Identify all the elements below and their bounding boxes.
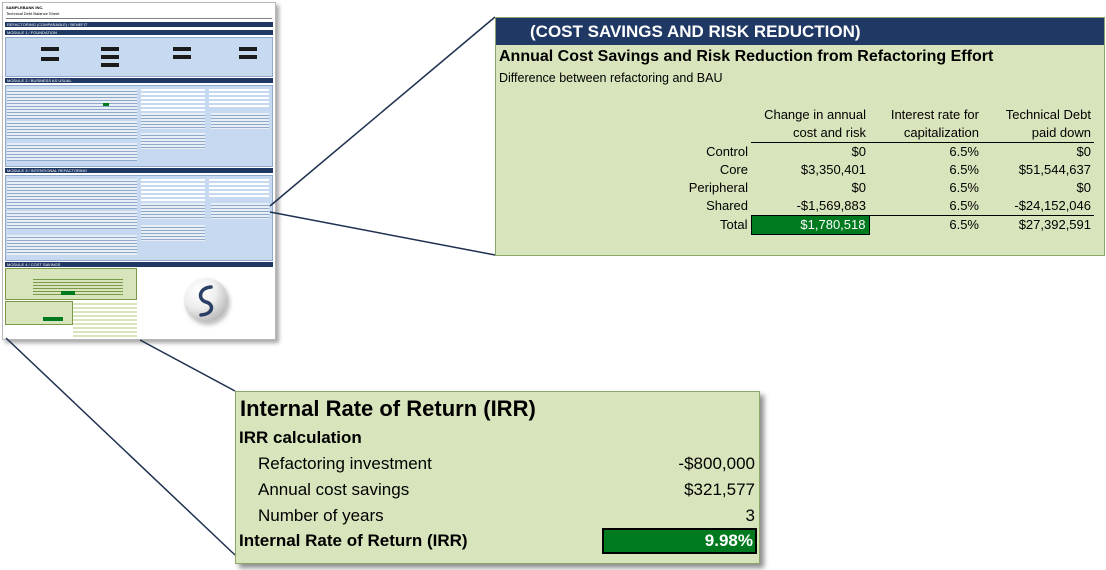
row-label: Control	[706, 143, 748, 159]
irr-result-value[interactable]: 9.98%	[602, 528, 757, 554]
thumb-section-savings: MODULE 4 / COST SAVINGS	[7, 262, 61, 267]
rate-cell: 6.5%	[949, 162, 979, 177]
total-change-cell[interactable]: $1,780,518	[750, 215, 870, 235]
column-header-rate-line2: capitalization	[903, 125, 979, 140]
rate-cell: 6.5%	[949, 198, 979, 213]
debt-cell: $0	[1076, 180, 1091, 195]
debt-cell: -$24,152,046	[1014, 198, 1091, 213]
table-row: Core $3,350,401 6.5% $51,544,637	[686, 161, 1094, 179]
change-cell: $3,350,401	[800, 162, 866, 177]
spreadsheet-thumbnail: SAMPLEBANK INC. Technical Debt Balance S…	[2, 2, 276, 340]
column-header-rate-line1: Interest rate for	[890, 107, 979, 122]
row-label: Shared	[706, 198, 748, 214]
column-header-change: Change in annual cost and risk	[751, 106, 869, 143]
thumb-band-model	[5, 30, 273, 35]
investment-label: Refactoring investment	[258, 454, 432, 473]
change-cell: $0	[851, 180, 866, 195]
thumb-section-refactor: MODULE 3 / INTENTIONAL REFACTORING	[7, 168, 88, 173]
column-header-change-line1: Change in annual	[764, 107, 866, 122]
cost-savings-subtitle: Difference between refactoring and BAU	[499, 71, 723, 85]
row-label: Peripheral	[688, 180, 748, 195]
table-row: Peripheral $0 6.5% $0	[686, 179, 1094, 197]
cost-savings-callout: (COST SAVINGS AND RISK REDUCTION) Annual…	[495, 17, 1105, 256]
total-row: Total $1,780,518 6.5% $27,392,591	[686, 215, 1094, 235]
years-value: 3	[745, 506, 755, 525]
total-debt-cell: $27,392,591	[982, 215, 1094, 235]
savings-label: Annual cost savings	[258, 480, 410, 499]
thumb-band-refactor	[5, 168, 273, 173]
column-header-debt: Technical Debt paid down	[982, 106, 1094, 143]
irr-callout: Internal Rate of Return (IRR) IRR calcul…	[235, 391, 760, 564]
total-rate-cell: 6.5%	[869, 215, 982, 235]
row-label-header	[686, 106, 751, 143]
thumb-section-model: MODULE 1 / FOUNDATION	[7, 30, 57, 35]
row-label: Core	[719, 162, 748, 177]
total-label: Total	[720, 217, 748, 232]
debt-cell: $0	[1076, 144, 1091, 159]
cost-savings-title: Annual Cost Savings and Risk Reduction f…	[499, 48, 994, 65]
savings-row: Annual cost savings $321,577	[258, 480, 755, 500]
investment-row: Refactoring investment -$800,000	[258, 454, 755, 474]
investment-value: -$800,000	[678, 454, 755, 473]
thumb-company: SAMPLEBANK INC.	[6, 5, 44, 10]
thumb-section-refactoring: REFACTORING (COMPARABLE) / BENEFIT	[7, 22, 88, 27]
savings-value: $321,577	[684, 480, 755, 499]
thumb-foundation-panel	[5, 37, 273, 77]
column-header-debt-line2: paid down	[1031, 125, 1091, 140]
thumb-band-baseline	[5, 78, 273, 83]
column-header-rate: Interest rate for capitalization	[869, 106, 982, 143]
thumb-irr-panel	[5, 301, 73, 325]
rate-cell: 6.5%	[949, 144, 979, 159]
years-label: Number of years	[258, 506, 384, 525]
thumb-band-refactoring	[5, 22, 273, 27]
rate-cell: 6.5%	[949, 180, 979, 195]
irr-subtitle: IRR calculation	[239, 428, 362, 447]
debt-cell: $51,544,637	[1018, 162, 1091, 177]
cost-savings-header: (COST SAVINGS AND RISK REDUCTION)	[496, 18, 1104, 45]
years-row: Number of years 3	[258, 506, 755, 526]
irr-title: Internal Rate of Return (IRR)	[240, 396, 536, 421]
company-logo-icon	[184, 278, 228, 322]
irr-result-label: Internal Rate of Return (IRR)	[239, 531, 468, 550]
column-header-debt-line1: Technical Debt	[1005, 107, 1091, 122]
thumb-sheet-title: Technical Debt Balance Sheet	[6, 11, 60, 16]
table-row: Control $0 6.5% $0	[686, 143, 1094, 162]
cost-savings-table: Change in annual cost and risk Interest …	[686, 106, 1094, 235]
column-header-change-line2: cost and risk	[793, 125, 866, 140]
table-row: Shared -$1,569,883 6.5% -$24,152,046	[686, 197, 1094, 216]
thumb-band-savings	[5, 262, 273, 267]
thumb-section-baseline: MODULE 2 / BUSINESS AS USUAL	[7, 78, 72, 83]
change-cell: $0	[851, 144, 866, 159]
change-cell: -$1,569,883	[796, 198, 866, 213]
irr-result-row: Internal Rate of Return (IRR) 9.98%	[239, 528, 758, 554]
